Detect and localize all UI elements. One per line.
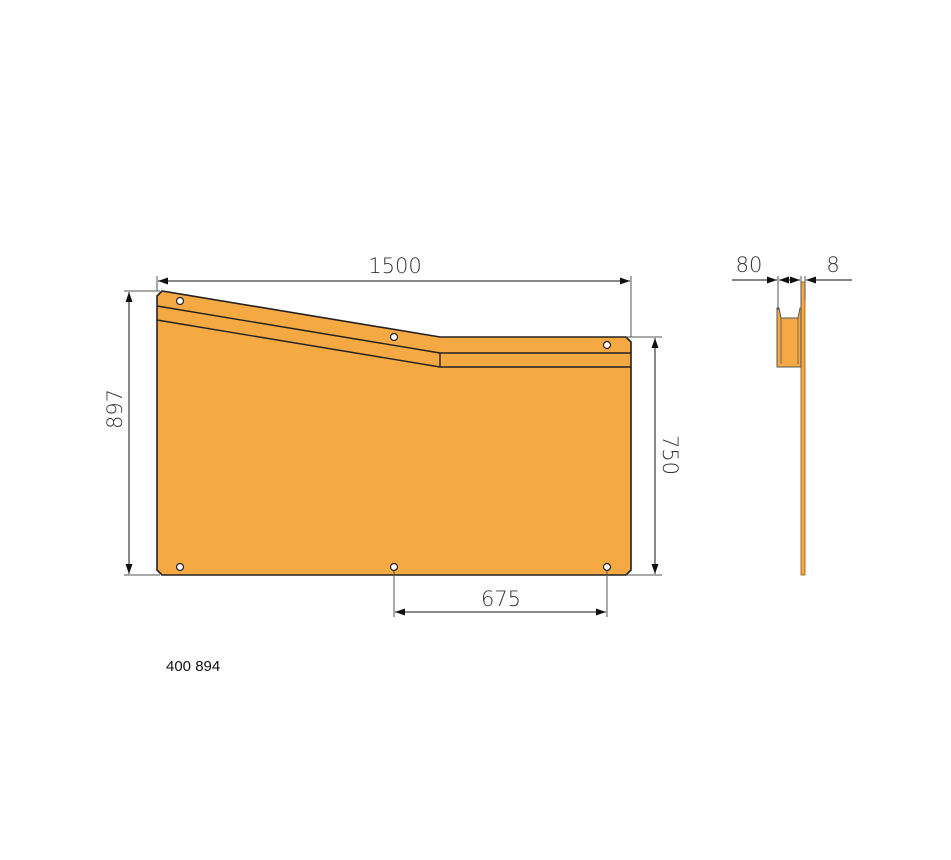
dimension-side (732, 276, 852, 310)
dimension-height-left (124, 290, 160, 576)
mounting-holes (175, 296, 612, 572)
dimension-hole-spacing (393, 571, 608, 617)
dimension-depth-label: 80 (736, 253, 763, 277)
dimension-width-label: 1500 (368, 254, 421, 278)
hole (175, 562, 185, 572)
dimension-height-right (626, 336, 662, 576)
dimension-thickness-label: 8 (826, 253, 839, 277)
hole (602, 340, 612, 350)
part-number: 400 894 (166, 658, 221, 675)
dimension-hole-spacing-label: 675 (481, 587, 521, 611)
hole (175, 296, 185, 306)
dimension-height-left-label: 897 (103, 389, 127, 429)
hole (389, 332, 399, 342)
hole (389, 562, 399, 572)
panel-body (156, 290, 632, 576)
dimension-width (156, 276, 632, 337)
side-plate (800, 281, 806, 576)
dimension-height-right-label: 750 (658, 435, 682, 475)
side-view (776, 281, 806, 576)
front-view (156, 290, 632, 576)
hole (602, 562, 612, 572)
